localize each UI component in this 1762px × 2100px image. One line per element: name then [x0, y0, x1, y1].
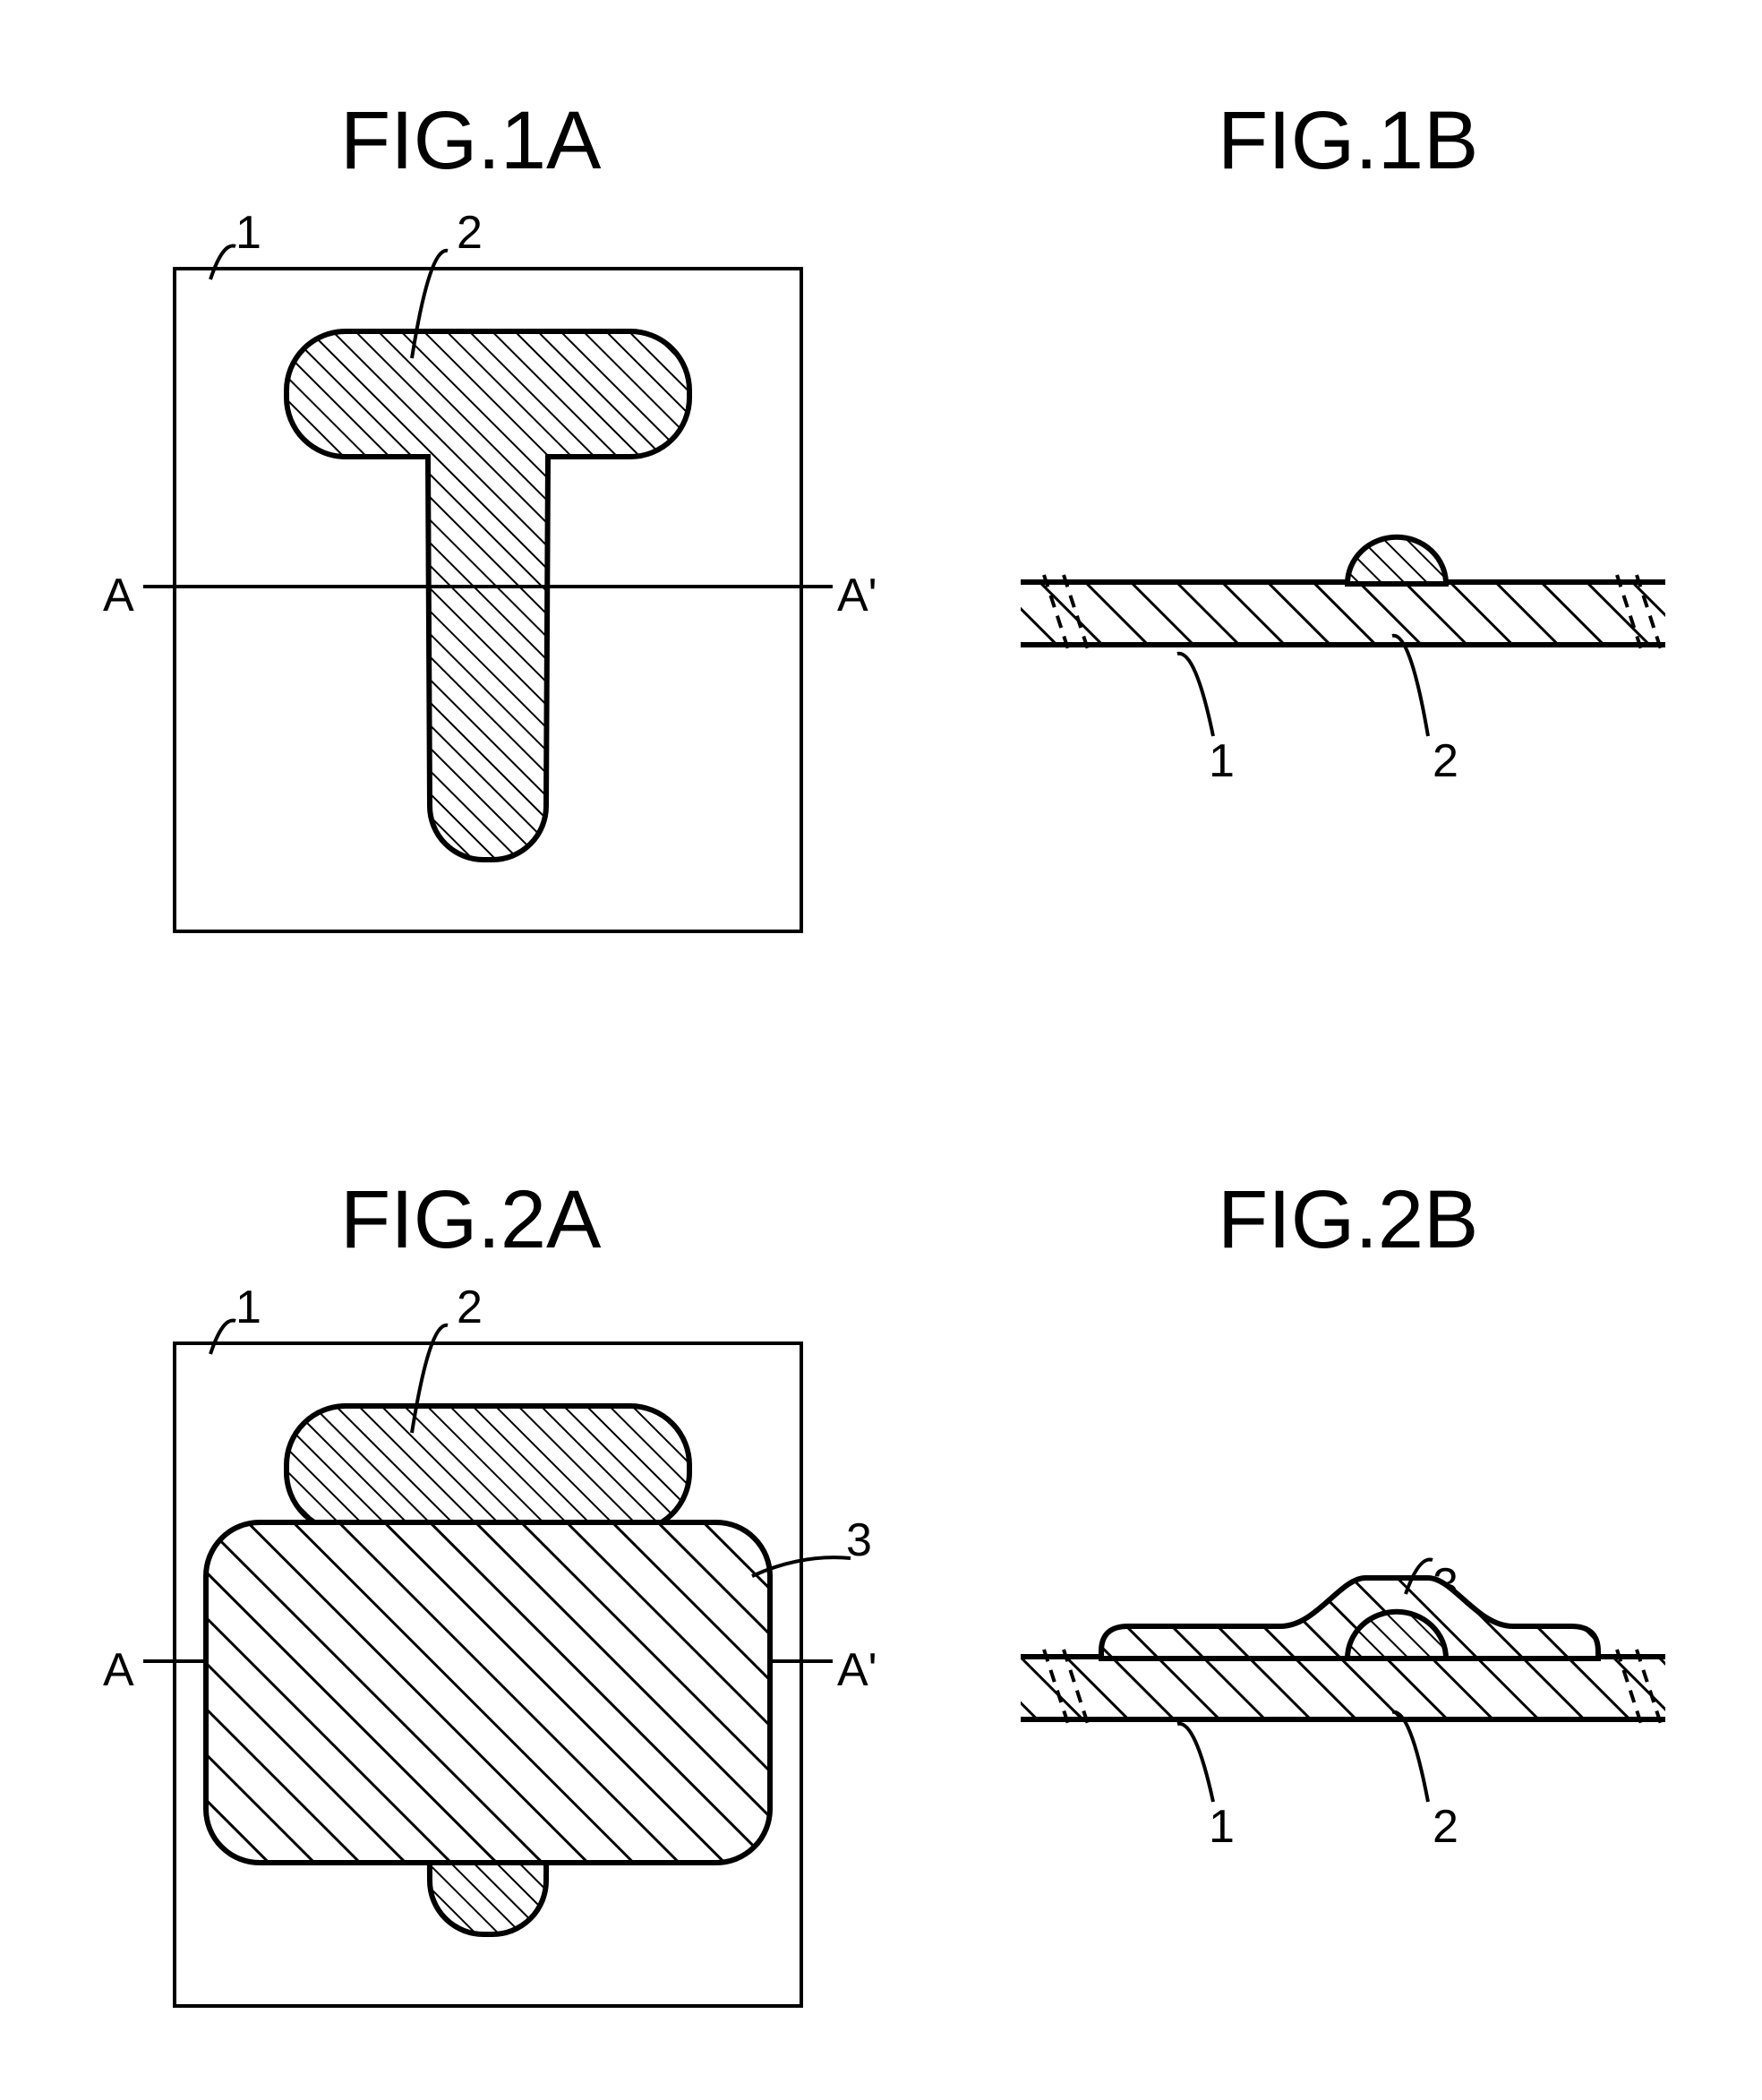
fig2a-group [143, 1320, 851, 2006]
page: FIG.1A FIG.1B FIG.2A FIG.2B A A' A A' 1 … [0, 0, 1762, 2100]
drawing-svg [0, 0, 1762, 2100]
fig1b-group [1021, 537, 1665, 736]
fig1a-group [143, 245, 833, 931]
fig2b-group [1021, 1559, 1665, 1802]
